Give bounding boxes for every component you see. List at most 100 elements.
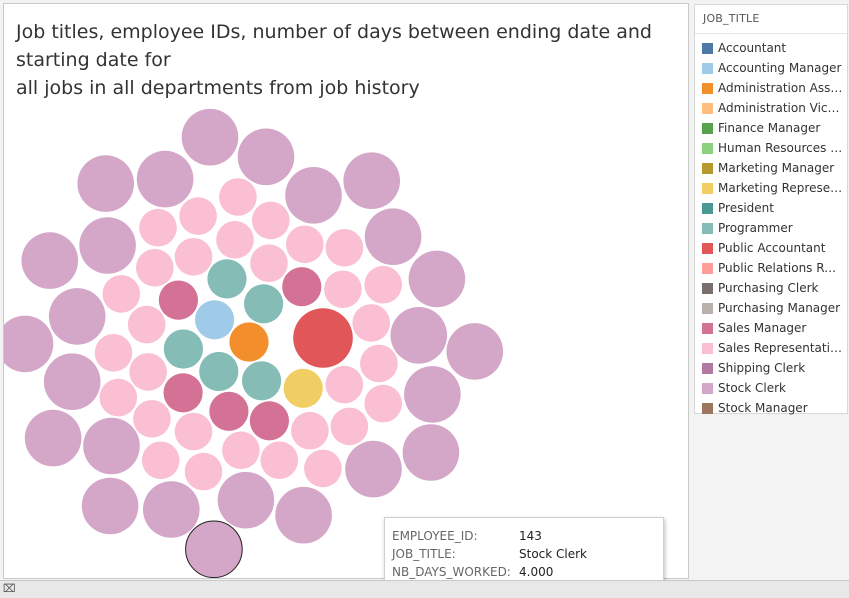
tooltip-key: NB_DAYS_WORKED:	[392, 565, 511, 579]
bubble-mark[interactable]	[251, 201, 290, 240]
bubble-mark[interactable]	[216, 221, 254, 259]
bubble-mark[interactable]	[343, 152, 401, 209]
bubble-mark[interactable]	[143, 481, 200, 538]
bubble-mark[interactable]	[127, 305, 166, 344]
bubble-mark[interactable]	[217, 471, 275, 529]
bubble-mark[interactable]	[48, 288, 106, 345]
legend-item[interactable]: Finance Manager	[702, 118, 848, 138]
bubble-mark[interactable]	[21, 232, 79, 289]
bubble-mark[interactable]	[229, 322, 269, 362]
bubble-mark[interactable]	[174, 412, 213, 451]
bubble-mark[interactable]	[163, 373, 203, 413]
legend-item[interactable]: Shipping Clerk	[702, 358, 848, 378]
bubble-mark[interactable]	[185, 520, 243, 578]
bubble-mark[interactable]	[77, 155, 134, 212]
bubble-mark[interactable]	[360, 344, 398, 383]
bubble-mark[interactable]	[291, 411, 329, 450]
bubble-mark[interactable]	[181, 108, 239, 166]
bubble-mark[interactable]	[285, 167, 342, 224]
legend-label: Finance Manager	[718, 121, 821, 135]
bubble-mark[interactable]	[219, 178, 257, 216]
bubble-mark[interactable]	[199, 351, 239, 392]
bubble-mark[interactable]	[195, 300, 235, 340]
legend-item[interactable]: Purchasing Clerk	[702, 278, 848, 298]
legend-item[interactable]: Programmer	[702, 218, 848, 238]
bubble-mark[interactable]	[352, 304, 391, 342]
bubble-mark[interactable]	[293, 308, 353, 368]
bubble-mark[interactable]	[133, 400, 171, 438]
bubble-mark[interactable]	[244, 284, 284, 324]
bubble-mark[interactable]	[249, 401, 289, 441]
bubble-mark[interactable]	[324, 270, 362, 309]
bubble-mark[interactable]	[83, 417, 140, 475]
bubble-mark[interactable]	[364, 265, 403, 304]
legend-item[interactable]: Accountant	[702, 38, 848, 58]
bubble-mark[interactable]	[209, 391, 249, 431]
bubble-mark[interactable]	[446, 323, 504, 380]
bubble-mark[interactable]	[139, 208, 177, 247]
bubble-mark[interactable]	[222, 431, 260, 470]
tooltip-value: 143	[519, 529, 542, 543]
bubble-mark[interactable]	[179, 197, 217, 235]
bubble-mark[interactable]	[282, 267, 322, 307]
legend-swatch	[702, 242, 713, 254]
legend-label: Purchasing Clerk	[718, 281, 819, 295]
bubble-mark[interactable]	[141, 441, 180, 480]
bubble-mark[interactable]	[99, 378, 138, 417]
bubble-mark[interactable]	[24, 409, 82, 467]
bubble-mark[interactable]	[275, 486, 332, 544]
legend-item[interactable]: Stock Manager	[702, 398, 848, 418]
legend-item[interactable]: Marketing Manager	[702, 158, 848, 178]
bubble-mark[interactable]	[163, 329, 203, 369]
bubble-mark[interactable]	[242, 361, 282, 401]
legend-item[interactable]: Sales Manager	[702, 318, 848, 338]
bubble-mark[interactable]	[364, 384, 403, 423]
bubble-mark[interactable]	[102, 275, 141, 313]
bubble-mark[interactable]	[174, 238, 213, 276]
legend-item[interactable]: Purchasing Manager	[702, 298, 848, 318]
bubble-mark[interactable]	[260, 441, 299, 480]
legend-item[interactable]: Administration Assistant	[702, 78, 848, 98]
bubble-mark[interactable]	[408, 250, 466, 308]
bubble-mark[interactable]	[390, 307, 448, 364]
legend-item[interactable]: Administration Vice President	[702, 98, 848, 118]
bubble-mark[interactable]	[81, 477, 139, 535]
legend-item[interactable]: Accounting Manager	[702, 58, 848, 78]
bubble-mark[interactable]	[94, 334, 133, 372]
bubble-mark[interactable]	[330, 407, 369, 446]
bubble-mark[interactable]	[325, 229, 364, 267]
bubble-mark[interactable]	[129, 353, 167, 391]
sheet-tab-icon[interactable]: ⌧	[3, 582, 16, 595]
bubble-mark[interactable]	[79, 217, 136, 274]
legend-swatch	[702, 142, 713, 154]
bubble-mark[interactable]	[345, 440, 402, 498]
legend-item[interactable]: Stock Clerk	[702, 378, 848, 398]
bubble-mark[interactable]	[136, 150, 194, 208]
legend-item[interactable]: Public Relations Representative	[702, 258, 848, 278]
legend-item[interactable]: President	[702, 198, 848, 218]
bubble-mark[interactable]	[158, 280, 198, 320]
legend-item[interactable]: Marketing Representative	[702, 178, 848, 198]
bubble-mark[interactable]	[250, 244, 288, 282]
bubble-mark[interactable]	[136, 248, 174, 287]
legend-item[interactable]: Public Accountant	[702, 238, 848, 258]
tooltip-key: JOB_TITLE:	[392, 547, 456, 561]
bubble-mark[interactable]	[43, 353, 101, 411]
bubble-mark[interactable]	[404, 366, 461, 423]
bubble-mark[interactable]	[402, 424, 460, 481]
legend-item[interactable]: Human Resources Representative	[702, 138, 848, 158]
bubble-mark[interactable]	[304, 449, 342, 488]
legend-swatch	[702, 362, 713, 374]
bubble-mark[interactable]	[325, 365, 364, 404]
legend-item[interactable]: Sales Representative	[702, 338, 848, 358]
bubble-mark[interactable]	[4, 315, 54, 373]
bubble-mark[interactable]	[364, 208, 422, 265]
bubble-mark[interactable]	[237, 128, 295, 186]
bubble-mark[interactable]	[286, 225, 324, 264]
legend-label: Public Accountant	[718, 241, 826, 255]
color-legend: JOB_TITLE Accountant Accounting Manager Ad…	[694, 4, 848, 415]
bubble-mark[interactable]	[184, 452, 223, 491]
bubble-mark[interactable]	[207, 259, 247, 299]
legend-label: Stock Manager	[718, 401, 808, 415]
bubble-mark[interactable]	[283, 368, 323, 408]
